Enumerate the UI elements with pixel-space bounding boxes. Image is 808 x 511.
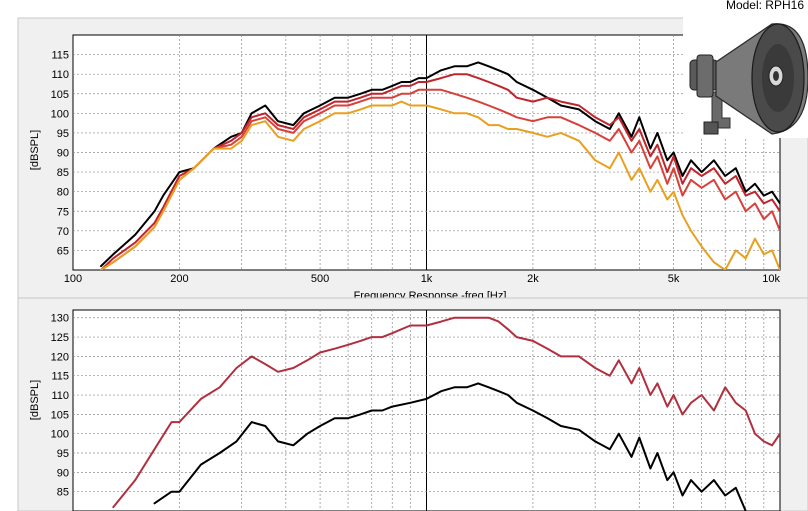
- y-tick-label: 120: [51, 351, 69, 363]
- y-tick-label: 105: [51, 89, 69, 101]
- y-tick-label: 95: [57, 128, 69, 140]
- y-tick-label: 85: [57, 487, 69, 499]
- product-image: Model: RPH16: [683, 0, 808, 138]
- series-line-1: [112, 316, 780, 509]
- top-chart: 65 70 75 80 85 90 95 100 105 110 115 100 200 500 1k 2k…: [17, 17, 808, 327]
- y-tick-label: 115: [51, 50, 69, 62]
- series-line-1: [100, 61, 780, 268]
- y-tick-label: 65: [57, 245, 69, 257]
- top-grid: [73, 35, 780, 270]
- top-series-group: [100, 61, 780, 270]
- top-y-ticks: 65 70 75 80 85 90 95 100 105 110 115: [51, 50, 69, 258]
- y-tick-label: 90: [57, 467, 69, 479]
- bottom-chart: 85 90 95 100 105 110 115 120 125 130 [dBSPL]: [17, 297, 808, 511]
- x-tick-label: 500: [311, 273, 329, 285]
- y-tick-label: 85: [57, 167, 69, 179]
- y-tick-label: 110: [51, 390, 69, 402]
- x-tick-label: 2k: [527, 273, 539, 285]
- y-tick-label: 115: [51, 371, 69, 383]
- y-tick-label: 90: [57, 148, 69, 160]
- bottom-series-group: [112, 316, 780, 511]
- y-tick-label: 130: [51, 313, 69, 325]
- horn-speaker-icon: [689, 23, 808, 135]
- y-tick-label: 105: [51, 409, 69, 421]
- y-tick-label: 75: [57, 206, 69, 218]
- x-tick-label: 200: [170, 273, 188, 285]
- series-line-4: [100, 100, 780, 270]
- x-tick-label: 1k: [421, 273, 433, 285]
- y-tick-label: 80: [57, 187, 69, 199]
- top-y-axis-label: [dBSPL]: [29, 130, 41, 170]
- y-tick-label: 95: [57, 448, 69, 460]
- y-tick-label: 125: [51, 332, 69, 344]
- y-tick-label: 110: [51, 69, 69, 81]
- x-tick-label: 10k: [762, 273, 780, 285]
- y-tick-label: 70: [57, 226, 69, 238]
- top-x-ticks: 100 200 500 1k 2k 5k 10k: [64, 273, 781, 285]
- x-tick-label: 5k: [668, 273, 680, 285]
- bottom-y-axis-label: [dBSPL]: [29, 380, 41, 420]
- y-tick-label: 100: [51, 108, 69, 120]
- model-label: Model: RPH16: [726, 0, 804, 12]
- x-tick-label: 100: [64, 273, 82, 285]
- series-line-2: [100, 73, 780, 270]
- bottom-y-ticks: 85 90 95 100 105 110 115 120 125 130: [51, 313, 69, 499]
- series-line-3: [100, 88, 780, 270]
- series-line-2: [153, 382, 747, 511]
- y-tick-label: 100: [51, 429, 69, 441]
